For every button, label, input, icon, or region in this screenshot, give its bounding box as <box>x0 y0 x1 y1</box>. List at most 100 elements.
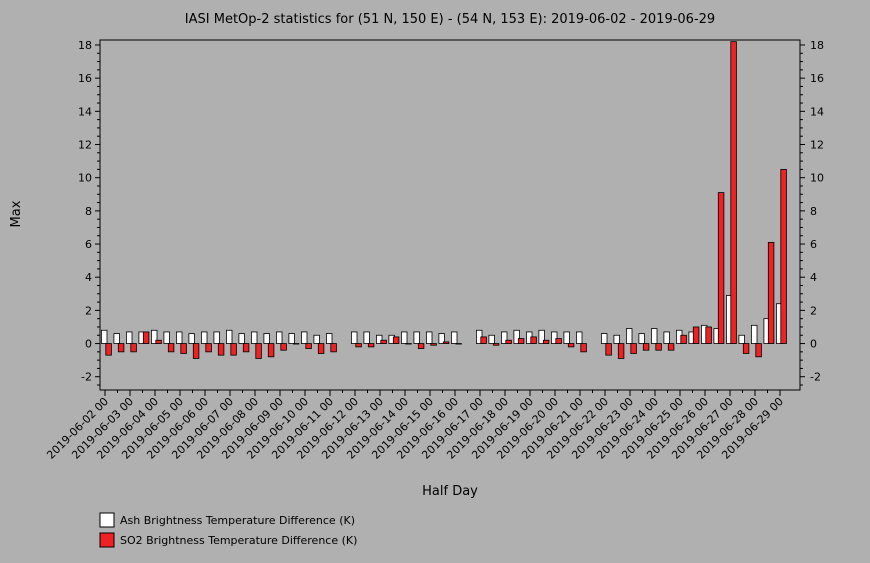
ash-bar <box>400 331 408 344</box>
so2-bar <box>105 343 112 356</box>
ash-bar <box>101 329 108 344</box>
ash-bar <box>250 331 258 344</box>
so2-series <box>105 41 787 359</box>
ash-bar <box>150 329 158 344</box>
so2-bar <box>380 339 387 344</box>
y-tick-label-right: 12 <box>810 139 824 152</box>
ash-bar <box>188 333 195 344</box>
so2-bar <box>192 343 200 359</box>
so2-bar <box>267 343 275 358</box>
so2-bar <box>742 343 750 354</box>
y-tick-label-right: 16 <box>810 72 824 85</box>
so2-bar <box>180 343 187 354</box>
y-tick-label-left: 2 <box>85 304 92 317</box>
ash-bar <box>275 331 283 344</box>
ash-bar <box>500 331 508 344</box>
ash-bar <box>450 331 458 344</box>
ash-bar <box>325 333 333 344</box>
ash-bar <box>375 334 383 344</box>
y-tick-label-right: 10 <box>810 172 824 185</box>
so2-bar <box>492 343 500 346</box>
ash-bar <box>613 334 620 344</box>
so2-bar <box>717 192 725 344</box>
y-tick-label-right: -2 <box>810 371 821 384</box>
ash-bar <box>163 331 170 344</box>
so2-bar <box>292 343 300 345</box>
so2-bar <box>455 343 462 345</box>
ash-bar <box>438 333 445 344</box>
ash-bar <box>363 331 370 344</box>
so2-bar <box>730 41 737 344</box>
ash-bar <box>663 331 670 344</box>
so2-bar <box>642 343 650 351</box>
so2-bar <box>505 339 512 344</box>
y-tick-label-right: 14 <box>810 105 824 118</box>
ash-bar <box>300 331 308 344</box>
ash-bar <box>651 328 658 344</box>
ash-bar <box>213 331 220 344</box>
so2-bar <box>630 343 637 354</box>
y-tick-label-left: 12 <box>78 139 92 152</box>
so2-bar <box>367 343 375 348</box>
y-axis-label: Max <box>9 200 24 227</box>
so2-bar <box>405 343 412 345</box>
so2-bar <box>305 343 312 349</box>
ash-bar <box>638 333 645 344</box>
plot-frame <box>99 39 801 391</box>
ash-bar <box>488 334 495 344</box>
so2-bar <box>205 343 212 353</box>
so2-bar <box>705 326 712 344</box>
ash-bar <box>225 329 233 344</box>
ash-bar <box>751 324 758 344</box>
so2-bar <box>280 343 287 351</box>
y-tick-label-right: 0 <box>810 338 817 351</box>
so2-bar <box>580 343 587 353</box>
legend-label-so2: SO2 Brightness Temperature Difference (K… <box>120 534 357 547</box>
so2-bar <box>130 343 137 353</box>
so2-bar <box>392 336 400 344</box>
y-tick-label-left: 10 <box>78 172 92 185</box>
so2-bar <box>667 343 675 351</box>
ash-bar <box>175 331 183 344</box>
y-tick-label-right: 2 <box>810 304 817 317</box>
ash-bar <box>413 331 420 344</box>
legend: Ash Brightness Temperature Difference (K… <box>99 512 357 548</box>
y-tick-label-left: 16 <box>78 72 92 85</box>
so2-bar <box>355 343 362 348</box>
so2-bar <box>417 343 425 349</box>
so2-bar <box>117 343 125 353</box>
so2-bar <box>555 338 562 344</box>
so2-bar <box>542 339 550 344</box>
ash-bar <box>563 331 570 344</box>
so2-bar <box>605 343 612 356</box>
y-tick-label-right: 6 <box>810 238 817 251</box>
y-tick-label-left: 4 <box>85 271 92 284</box>
ash-bar <box>576 331 583 344</box>
ash-bar <box>738 334 745 344</box>
legend-swatch-ash <box>99 512 115 528</box>
y-tick-label-left: 8 <box>85 205 92 218</box>
ash-bar <box>425 331 433 344</box>
so2-bar <box>617 343 625 359</box>
y-tick-label-left: 18 <box>78 39 92 52</box>
so2-bar <box>142 331 150 344</box>
legend-swatch-so2 <box>99 532 115 548</box>
so2-bar <box>155 339 162 344</box>
ash-bar <box>513 329 520 344</box>
so2-bar <box>217 343 225 356</box>
ash-bar <box>313 334 320 344</box>
ash-bar <box>350 331 358 344</box>
so2-bar <box>317 343 325 354</box>
x-axis-label: Half Day <box>422 484 478 499</box>
ash-bar <box>288 333 295 344</box>
y-tick-label-right: 18 <box>810 39 824 52</box>
so2-bar <box>530 336 537 344</box>
ash-bar <box>626 328 633 344</box>
so2-bar <box>692 326 700 344</box>
so2-bar <box>255 343 262 359</box>
y-tick-label-left: 0 <box>85 338 92 351</box>
so2-bar <box>517 338 525 344</box>
y-axis-left: -2 0 2 4 6 8 10 12 14 16 18 <box>78 39 100 386</box>
ash-bar <box>126 331 133 344</box>
